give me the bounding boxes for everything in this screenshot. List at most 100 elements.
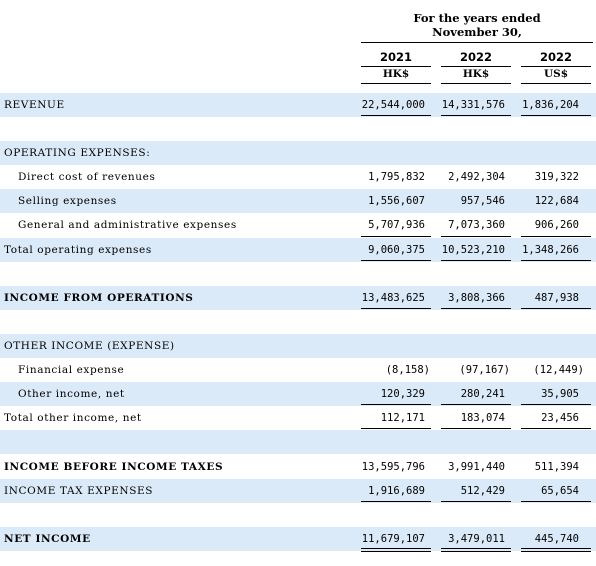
underline — [441, 428, 511, 429]
value-2022-hkd: 183,074 — [460, 412, 505, 424]
spacer-row — [0, 503, 596, 527]
row-other-income: Other income, net 120,329 280,241 35,905 — [0, 382, 596, 406]
value-2022-hkd: 3,479,011 — [448, 533, 505, 545]
value-2021-hkd: 11,679,107 — [361, 533, 425, 545]
row-label: Selling expenses — [18, 195, 117, 207]
value-2022-hkd: 280,241 — [460, 388, 505, 400]
underline — [441, 260, 511, 261]
underline — [361, 501, 431, 502]
value-2021-hkd: 120,329 — [380, 388, 425, 400]
col-currency-underline — [441, 83, 511, 84]
value-2022-hkd: 3,991,440 — [448, 461, 505, 473]
col-year-underline — [521, 66, 591, 67]
value-2021-hkd: 1,556,607 — [368, 195, 425, 207]
underline — [521, 260, 591, 261]
underline — [441, 404, 511, 405]
value-2022-hkd: (97,167) — [459, 364, 510, 376]
row-label: INCOME BEFORE INCOME TAXES — [4, 461, 224, 473]
col-currency-usd: US$ — [543, 68, 569, 80]
value-2021-hkd: 1,916,689 — [368, 485, 425, 497]
column-header: For the years ended November 30, 2021 20… — [0, 0, 596, 92]
value-2022-usd: 1,348,266 — [522, 244, 579, 256]
row-label: General and administrative expenses — [18, 219, 237, 231]
row-label: NET INCOME — [4, 533, 91, 545]
col-year-2021: 2021 — [379, 50, 412, 64]
row-selling: Selling expenses 1,556,607 957,546 122,6… — [0, 189, 596, 213]
value-2021-hkd: 13,483,625 — [361, 292, 425, 304]
spacer-row — [0, 430, 596, 454]
value-2022-usd: 122,684 — [534, 195, 579, 207]
value-2022-hkd: 2,492,304 — [448, 171, 505, 183]
row-label: REVENUE — [4, 99, 65, 111]
underline — [521, 404, 591, 405]
col-currency-underline — [361, 83, 431, 84]
double-underline — [441, 548, 511, 552]
spacer-row — [0, 310, 596, 334]
double-underline — [361, 548, 431, 552]
double-underline — [521, 548, 591, 552]
col-currency-underline — [521, 83, 591, 84]
row-label: Total other income, net — [4, 412, 142, 424]
row-net-income: NET INCOME 11,679,107 3,479,011 445,740 — [0, 527, 596, 551]
underline — [361, 308, 431, 309]
value-2022-hkd: 957,546 — [460, 195, 505, 207]
value-2022-usd: 445,740 — [534, 533, 579, 545]
value-2021-hkd: 22,544,000 — [361, 99, 425, 111]
spacer-row — [0, 117, 596, 141]
underline — [521, 308, 591, 309]
value-2021-hkd: 112,171 — [380, 412, 425, 424]
col-currency-hkd: HK$ — [382, 68, 410, 80]
row-revenue: REVENUE 22,544,000 14,331,576 1,836,204 — [0, 93, 596, 117]
period-underline — [361, 42, 593, 43]
row-income-tax: INCOME TAX EXPENSES 1,916,689 512,429 65… — [0, 479, 596, 503]
row-label: Financial expense — [18, 364, 125, 376]
section-heading: OTHER INCOME (EXPENSE) — [4, 340, 175, 352]
underline — [521, 501, 591, 502]
value-2022-usd: 906,260 — [534, 219, 579, 231]
value-2022-hkd: 512,429 — [460, 485, 505, 497]
value-2022-hkd: 10,523,210 — [441, 244, 505, 256]
value-2022-hkd: 3,808,366 — [448, 292, 505, 304]
col-year-2022-usd: 2022 — [539, 50, 572, 64]
row-label: INCOME TAX EXPENSES — [4, 485, 154, 497]
col-year-2022-hkd: 2022 — [459, 50, 492, 64]
row-financial-expense: Financial expense (8,158) (97,167) (12,4… — [0, 358, 596, 382]
value-2021-hkd: 5,707,936 — [368, 219, 425, 231]
value-2021-hkd: 1,795,832 — [368, 171, 425, 183]
underline — [361, 260, 431, 261]
row-label: Direct cost of revenues — [18, 171, 156, 183]
underline — [441, 115, 511, 116]
value-2022-hkd: 7,073,360 — [448, 219, 505, 231]
underline — [441, 236, 511, 237]
col-year-underline — [441, 66, 511, 67]
value-2021-hkd: 9,060,375 — [368, 244, 425, 256]
value-2022-usd: 319,322 — [534, 171, 579, 183]
underline — [361, 115, 431, 116]
value-2022-usd: 1,836,204 — [522, 99, 579, 111]
value-2022-usd: (12,449) — [533, 364, 584, 376]
value-2022-usd: 487,938 — [534, 292, 579, 304]
row-opex-header: OPERATING EXPENSES: — [0, 141, 596, 165]
row-other-header: OTHER INCOME (EXPENSE) — [0, 334, 596, 358]
row-total-other: Total other income, net 112,171 183,074 … — [0, 406, 596, 430]
row-label: INCOME FROM OPERATIONS — [4, 292, 194, 304]
row-gna: General and administrative expenses 5,70… — [0, 213, 596, 237]
value-2021-hkd: 13,595,796 — [361, 461, 425, 473]
row-label: Other income, net — [18, 388, 125, 400]
row-total-opex: Total operating expenses 9,060,375 10,52… — [0, 238, 596, 262]
underline — [521, 115, 591, 116]
value-2022-usd: 23,456 — [541, 412, 579, 424]
spacer-row — [0, 262, 596, 286]
underline — [361, 236, 431, 237]
value-2022-hkd: 14,331,576 — [441, 99, 505, 111]
underline — [441, 501, 511, 502]
value-2022-usd: 511,394 — [534, 461, 579, 473]
col-currency-hkd: HK$ — [462, 68, 490, 80]
section-heading: OPERATING EXPENSES: — [4, 147, 151, 159]
period-caption-line2: November 30, — [432, 25, 522, 39]
period-caption-line1: For the years ended — [413, 11, 541, 25]
underline — [521, 428, 591, 429]
underline — [521, 236, 591, 237]
value-2021-hkd: (8,158) — [385, 364, 430, 376]
row-direct-cost: Direct cost of revenues 1,795,832 2,492,… — [0, 165, 596, 189]
